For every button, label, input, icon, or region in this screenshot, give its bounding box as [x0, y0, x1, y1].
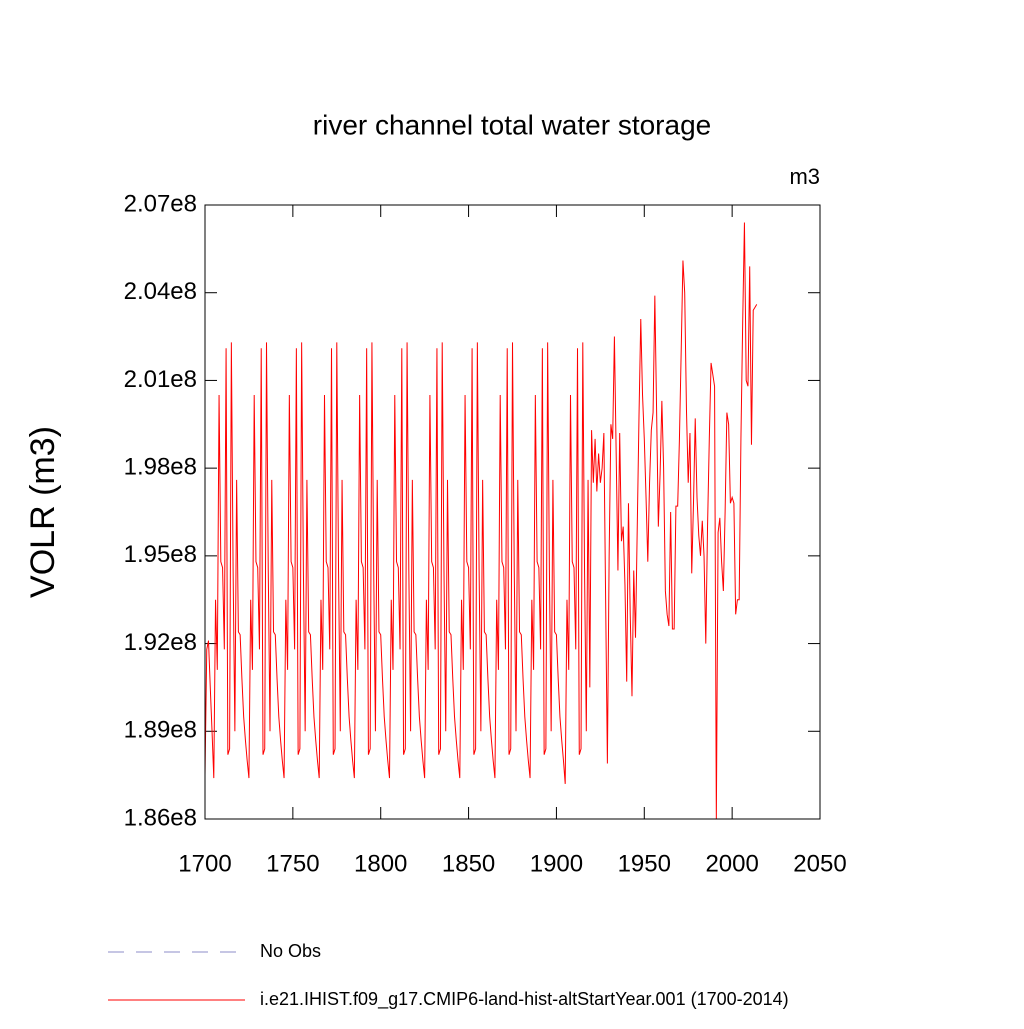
legend-label: No Obs [260, 941, 321, 961]
x-tick-label: 2000 [705, 850, 758, 877]
legend-label: i.e21.IHIST.f09_g17.CMIP6-land-hist-altS… [260, 989, 789, 1010]
x-tick-label: 1700 [178, 850, 231, 877]
units-annotation: m3 [789, 164, 820, 189]
y-tick-label: 1.98e8 [124, 453, 197, 480]
x-tick-label: 1850 [442, 850, 495, 877]
x-tick-label: 1800 [354, 850, 407, 877]
y-tick-label: 1.89e8 [124, 717, 197, 744]
y-tick-label: 1.95e8 [124, 541, 197, 568]
chart-title: river channel total water storage [313, 109, 711, 140]
x-tick-label: 1900 [530, 850, 583, 877]
y-axis-label: VOLR (m3) [24, 426, 62, 598]
x-tick-label: 2050 [793, 850, 846, 877]
x-tick-label: 1750 [266, 850, 319, 877]
x-tick-label: 1950 [618, 850, 671, 877]
y-tick-label: 2.01e8 [124, 366, 197, 393]
data-line [204, 222, 758, 820]
y-tick-label: 1.86e8 [124, 804, 197, 831]
plot-frame [204, 204, 821, 820]
y-tick-label: 2.04e8 [124, 278, 197, 305]
y-tick-label: 1.92e8 [124, 629, 197, 656]
y-tick-label: 2.07e8 [124, 190, 197, 217]
